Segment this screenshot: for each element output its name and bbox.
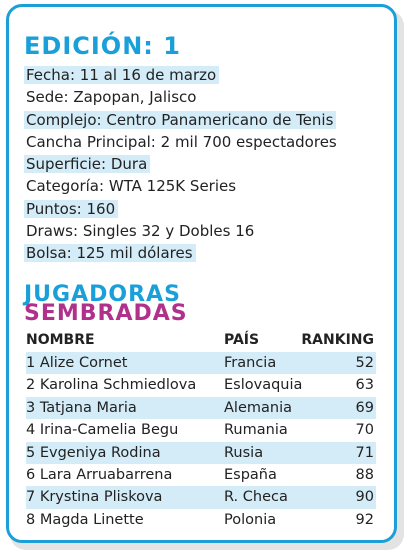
info-text: Fecha: 11 al 16 de marzo [24, 66, 220, 84]
player-country: Eslovaquia [224, 377, 303, 394]
player-name: 3 Tatjana Maria [26, 399, 137, 416]
player-country: Rusia [224, 444, 264, 461]
player-ranking: 71 [355, 444, 374, 461]
info-row-draws: Draws: Singles 32 y Dobles 16 [24, 220, 340, 242]
info-text: Superficie: Dura [24, 155, 151, 174]
column-header-name: NOMBRE [26, 332, 95, 348]
player-name: 2 Karolina Schmiedlova [26, 377, 197, 394]
column-header-country: PAÍS [224, 332, 260, 348]
info-text: Bolsa: 125 mil dólares [24, 244, 196, 263]
player-country: R. Checa [224, 489, 288, 506]
player-name: 1 Alize Cornet [26, 355, 128, 371]
player-country: Polonia [224, 511, 277, 528]
player-country: España [224, 466, 277, 483]
table-row: 8 Magda Linette Polonia 92 [26, 509, 376, 531]
player-ranking: 69 [355, 399, 374, 416]
info-text: Sede: Zapopan, Jalisco [26, 88, 197, 107]
info-row-bolsa: Bolsa: 125 mil dólares [24, 242, 340, 264]
table-row: 6 Lara Arruabarrena España 88 [26, 464, 376, 486]
player-country: Rumania [224, 422, 288, 439]
player-ranking: 92 [355, 511, 374, 528]
info-text: Puntos: 160 [24, 199, 119, 218]
player-ranking: 52 [355, 355, 374, 371]
seeds-heading-line1: JUGADORAS [24, 282, 181, 307]
seeds-table: 1 Alize Cornet Francia 52 2 Karolina Sch… [26, 352, 376, 531]
player-ranking: 88 [355, 466, 374, 483]
player-name: 6 Lara Arruabarrena [26, 466, 173, 483]
player-name: 7 Krystina Pliskova [26, 489, 163, 506]
seeds-heading-line2: SEMBRADAS [24, 301, 188, 326]
tournament-info-list: Fecha: 11 al 16 de marzo Sede: Zapopan, … [24, 64, 340, 265]
player-country: Alemania [224, 399, 292, 416]
info-row-puntos: Puntos: 160 [24, 198, 340, 220]
info-row-complejo: Complejo: Centro Panamericano de Tenis [24, 109, 340, 131]
info-row-fecha: Fecha: 11 al 16 de marzo [24, 64, 340, 86]
table-row: 5 Evgeniya Rodina Rusia 71 [26, 441, 376, 464]
table-row: 2 Karolina Schmiedlova Eslovaquia 63 [26, 374, 376, 396]
edition-title: EDICIÓN: 1 [24, 32, 181, 60]
player-name: 4 Irina-Camelia Begu [26, 422, 179, 439]
player-ranking: 70 [355, 422, 374, 439]
player-ranking: 90 [355, 489, 374, 506]
info-text: Draws: Singles 32 y Dobles 16 [26, 222, 255, 241]
table-row: 4 Irina-Camelia Begu Rumania 70 [26, 419, 376, 441]
info-text: Categoría: WTA 125K Series [26, 177, 237, 196]
table-row: 3 Tatjana Maria Alemania 69 [26, 396, 376, 420]
info-text: Complejo: Centro Panamericano de Tenis [24, 110, 337, 129]
player-name: 8 Magda Linette [26, 511, 144, 528]
table-row: 1 Alize Cornet Francia 52 [26, 352, 376, 375]
table-row: 7 Krystina Pliskova R. Checa 90 [26, 486, 376, 509]
column-header-ranking: RANKING [301, 332, 374, 348]
player-name: 5 Evgeniya Rodina [26, 444, 161, 461]
player-ranking: 63 [355, 377, 374, 394]
info-text: Cancha Principal: 2 mil 700 espectadores [26, 132, 337, 151]
info-row-sede: Sede: Zapopan, Jalisco [24, 86, 340, 108]
player-country: Francia [224, 355, 277, 371]
info-row-cancha: Cancha Principal: 2 mil 700 espectadores [24, 131, 340, 153]
info-row-superficie: Superficie: Dura [24, 153, 340, 175]
info-row-categoria: Categoría: WTA 125K Series [24, 175, 340, 197]
